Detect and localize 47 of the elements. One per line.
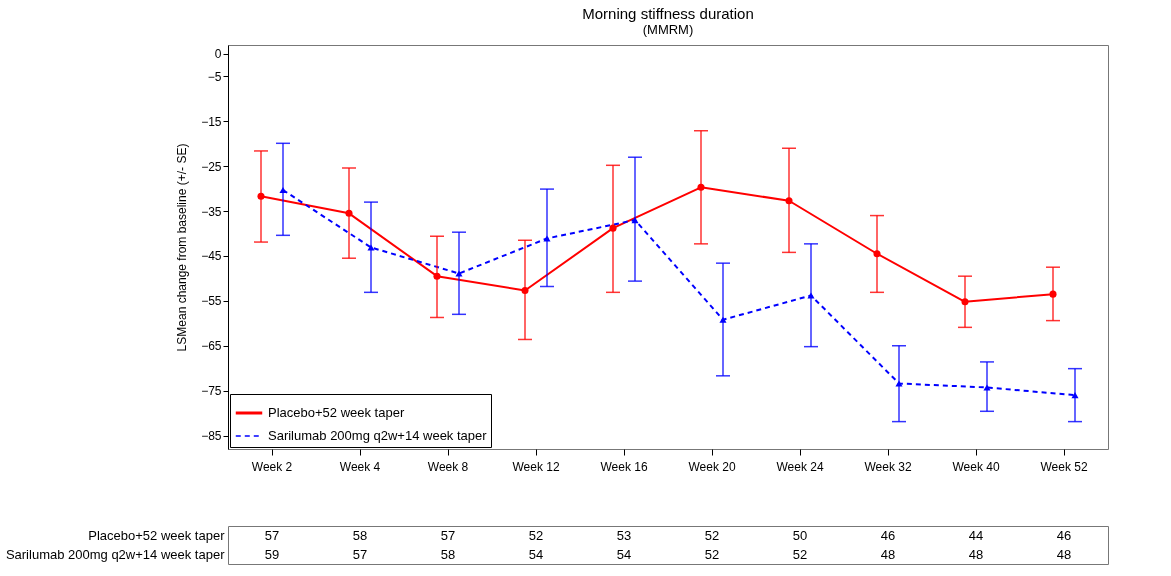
text: 54 — [616, 546, 632, 562]
legend-label: Placebo+52 week taper — [268, 405, 405, 420]
y-tick-label: −75 — [201, 384, 222, 399]
text: 52 — [792, 546, 808, 562]
text: 46 — [880, 527, 896, 543]
text: Placebo+52 week taper — [88, 528, 226, 543]
x-tick-label: Week 20 — [688, 459, 736, 474]
y-tick-label: −15 — [201, 114, 222, 129]
x-tick-label: Week 32 — [864, 459, 912, 474]
text: 48 — [880, 546, 896, 562]
chart-subtitle: (MMRM) — [642, 22, 694, 37]
y-tick-label: −85 — [201, 429, 222, 444]
x-tick-label: Week 8 — [427, 459, 469, 474]
text: 59 — [264, 546, 280, 562]
text: 48 — [968, 546, 984, 562]
text: 52 — [704, 527, 720, 543]
text: 52 — [528, 527, 544, 543]
y-axis-title: LSMean change from baseline (+/- SE) — [175, 143, 190, 352]
text: Sarilumab 200mg q2w+14 week taper — [5, 547, 226, 562]
y-tick-label: −35 — [201, 204, 222, 219]
text: 46 — [1056, 527, 1072, 543]
text: 58 — [440, 546, 456, 562]
y-tick-label: −5 — [207, 69, 222, 84]
text: 48 — [1056, 546, 1072, 562]
x-tick-label: Week 24 — [776, 459, 824, 474]
x-tick-label: Week 52 — [1040, 459, 1088, 474]
text: 57 — [352, 546, 368, 562]
x-tick-label: Week 2 — [251, 459, 293, 474]
y-tick-label: −25 — [201, 159, 222, 174]
x-tick-label: Week 40 — [952, 459, 1000, 474]
y-tick-label: 0 — [214, 47, 222, 62]
text: 57 — [440, 527, 456, 543]
text: 44 — [968, 527, 984, 543]
text: 50 — [792, 527, 808, 543]
y-tick-label: −55 — [201, 294, 222, 309]
y-tick-label: −45 — [201, 249, 222, 264]
y-tick-label: −65 — [201, 339, 222, 354]
x-tick-label: Week 4 — [339, 459, 381, 474]
x-tick-label: Week 12 — [512, 459, 560, 474]
text: 57 — [264, 527, 280, 543]
chart-title: Morning stiffness duration — [582, 5, 754, 22]
text: 54 — [528, 546, 544, 562]
text: 53 — [616, 527, 632, 543]
text: 52 — [704, 546, 720, 562]
x-tick-label: Week 16 — [600, 459, 648, 474]
legend-label: Sarilumab 200mg q2w+14 week taper — [268, 428, 488, 443]
text: 58 — [352, 527, 368, 543]
